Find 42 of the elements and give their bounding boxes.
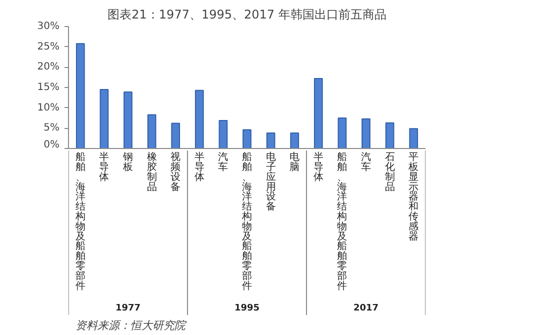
x-tick-label: 电子应用设备 bbox=[266, 151, 276, 213]
bar bbox=[124, 91, 132, 148]
text: 1995 bbox=[234, 304, 260, 314]
x-tick-label: 半导体 bbox=[99, 151, 110, 183]
bar bbox=[242, 129, 252, 148]
y-tick-label: 15% bbox=[37, 82, 60, 93]
bar bbox=[218, 120, 228, 148]
bar bbox=[290, 132, 300, 148]
bar bbox=[385, 122, 394, 148]
x-tick-label: 汽车 bbox=[218, 151, 228, 174]
bar bbox=[266, 132, 276, 148]
x-tick-label: 石化制品 bbox=[384, 152, 395, 193]
y-tick-label: 5% bbox=[44, 122, 60, 134]
x-tick-label: 钢板 bbox=[122, 152, 133, 174]
x-tick-label: 半导体 bbox=[194, 151, 204, 183]
x-tick-label: 汽车 bbox=[361, 151, 371, 174]
category-label: 船舶、海洋结构物及船舶零部件 bbox=[337, 152, 348, 292]
bar bbox=[147, 114, 156, 148]
chart-title: 图表21：1977、1995、2017 年韩国出口前五商品 bbox=[108, 8, 386, 22]
text: 1977 bbox=[115, 304, 141, 314]
bar bbox=[194, 90, 204, 148]
bar bbox=[338, 118, 347, 148]
bar bbox=[100, 89, 109, 148]
x-tick-label: 电脑 bbox=[290, 151, 300, 174]
y-tick-label: 30% bbox=[37, 21, 60, 32]
y-tick-label: 10% bbox=[37, 102, 60, 114]
category-label: 船舶、海洋结构物及船舶零部件 bbox=[75, 152, 86, 292]
y-tick-label: 0% bbox=[44, 140, 60, 150]
bar bbox=[76, 43, 85, 148]
x-tick-label: 视频设备 bbox=[170, 151, 181, 193]
bar bbox=[314, 78, 323, 148]
text: 资料来源：恒大研究院 bbox=[76, 319, 188, 332]
x-tick-label: 半导体 bbox=[313, 151, 324, 183]
y-tick-label: 25% bbox=[37, 41, 60, 52]
bar bbox=[362, 118, 370, 148]
x-tick-label: 橡胶制品 bbox=[146, 151, 157, 193]
y-tick-label: 20% bbox=[37, 62, 60, 73]
bar bbox=[409, 128, 418, 148]
category-label: 船舶、海洋结构物及船舶零部件 bbox=[242, 152, 252, 292]
text: 2017 bbox=[353, 304, 379, 314]
category-label: 平板显示器和传感器 bbox=[408, 152, 419, 242]
bar bbox=[171, 122, 180, 148]
